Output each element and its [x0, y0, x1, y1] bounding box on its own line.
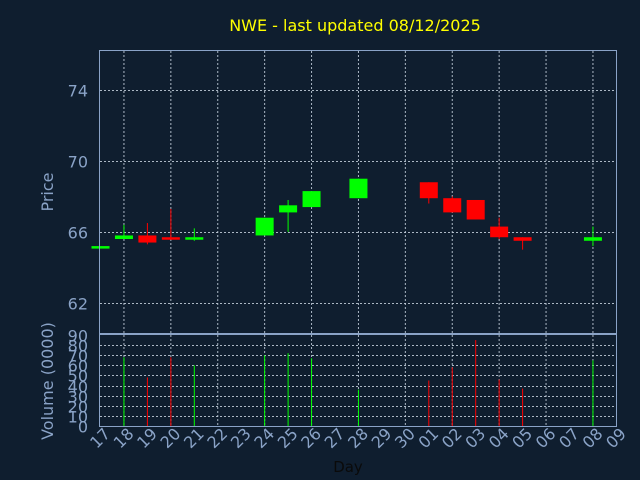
candle-body: [349, 178, 368, 199]
x-tick-label: 09: [602, 424, 630, 452]
volume-tick-label: 10: [68, 408, 88, 427]
volume-tick-label: 60: [68, 357, 88, 376]
candle-body: [161, 237, 180, 240]
x-axis-label: Day: [333, 458, 363, 476]
candles: [91, 178, 602, 250]
candle-body: [114, 235, 133, 239]
price-tick-label: 74: [68, 82, 88, 101]
candle-body: [185, 237, 204, 240]
candle-body: [255, 217, 274, 236]
candle-body: [443, 198, 462, 213]
price-panel-frame: [99, 50, 617, 334]
price-axis: 62 66 70 74: [68, 82, 88, 314]
volume-tick-label: 50: [68, 367, 88, 386]
price-tick-label: 66: [68, 224, 88, 243]
candle-body: [583, 237, 602, 241]
price-tick-label: 62: [68, 295, 88, 314]
x-axis: 1718192021222324252627282930010203040506…: [86, 424, 630, 452]
volume-tick-label: 30: [68, 388, 88, 407]
volume-tick-label: 90: [68, 327, 88, 346]
volume-tick-label: 40: [68, 378, 88, 397]
volume-panel-frame: [99, 334, 617, 427]
candle-body: [302, 191, 321, 208]
price-grid: [100, 51, 616, 333]
price-axis-label: Price: [38, 172, 57, 211]
candle-body: [138, 235, 157, 243]
candle-body: [279, 205, 298, 213]
volume-tick-label: 80: [68, 337, 88, 356]
price-tick-label: 70: [68, 153, 88, 172]
candle-body: [490, 226, 509, 238]
candle-body: [91, 246, 110, 249]
candle-body: [419, 182, 438, 199]
volume-tick-label: 70: [68, 347, 88, 366]
volume-tick-label: 20: [68, 398, 88, 417]
chart-title: NWE - last updated 08/12/2025: [229, 16, 481, 35]
volume-tick-label: 0: [78, 418, 88, 437]
volume-axis-label: Volume (0000): [38, 322, 57, 440]
candle-body: [466, 199, 485, 220]
volume-bars: [123, 340, 594, 426]
candle-body: [513, 237, 532, 241]
